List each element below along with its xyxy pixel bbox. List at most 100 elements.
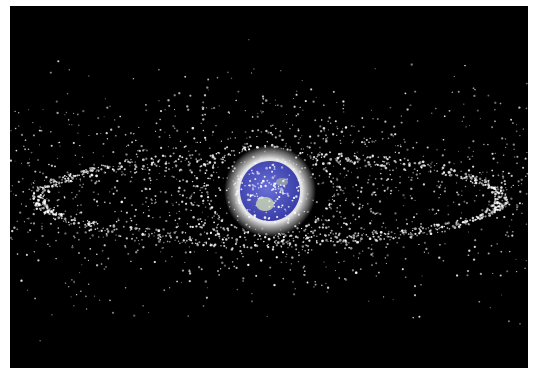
debris-dot xyxy=(55,239,57,242)
debris-dot xyxy=(371,220,373,222)
debris-dot xyxy=(275,242,277,244)
debris-dot xyxy=(399,159,402,162)
debris-dot xyxy=(500,250,503,253)
debris-dot xyxy=(386,235,389,238)
debris-dot xyxy=(196,160,199,163)
debris-dot xyxy=(61,179,63,181)
debris-dot xyxy=(374,68,376,70)
debris-dot xyxy=(319,243,322,246)
debris-dot xyxy=(399,230,401,233)
debris-dot xyxy=(410,187,413,191)
debris-dot xyxy=(402,163,404,165)
debris-dot xyxy=(519,190,522,193)
debris-dot xyxy=(175,201,178,204)
debris-dot xyxy=(380,168,382,170)
debris-dot xyxy=(383,165,385,167)
debris-dot xyxy=(272,236,276,239)
debris-dot xyxy=(303,229,306,232)
debris-dot xyxy=(13,226,16,229)
debris-dot xyxy=(242,228,244,230)
debris-dot xyxy=(248,215,251,219)
debris-dot xyxy=(220,245,222,247)
debris-dot xyxy=(152,159,154,161)
debris-dot xyxy=(472,87,475,90)
debris-dot xyxy=(501,200,503,202)
debris-dot xyxy=(49,222,52,225)
debris-dot xyxy=(251,300,253,303)
debris-dot xyxy=(246,193,250,196)
debris-dot xyxy=(117,168,120,171)
debris-dot xyxy=(206,86,209,89)
debris-dot xyxy=(241,182,243,184)
debris-dot xyxy=(168,234,172,237)
debris-dot xyxy=(353,255,355,257)
debris-dot xyxy=(448,110,451,112)
debris-dot xyxy=(386,179,388,181)
debris-dot xyxy=(159,110,163,113)
debris-dot xyxy=(202,199,205,203)
debris-dot xyxy=(332,233,334,235)
debris-dot xyxy=(506,270,509,273)
debris-dot xyxy=(177,158,180,161)
debris-dot xyxy=(498,192,501,194)
debris-dot xyxy=(148,312,150,314)
debris-dot xyxy=(414,227,417,231)
debris-dot xyxy=(200,220,203,223)
debris-dot xyxy=(55,100,58,103)
debris-dot xyxy=(237,197,240,199)
debris-dot xyxy=(52,178,55,181)
debris-dot xyxy=(337,234,340,237)
debris-dot xyxy=(314,283,317,286)
debris-dot xyxy=(152,161,155,164)
debris-dot xyxy=(250,72,253,74)
debris-dot xyxy=(188,280,191,283)
debris-dot xyxy=(461,120,463,123)
debris-dot xyxy=(382,222,385,224)
debris-dot xyxy=(56,199,59,202)
debris-dot xyxy=(189,162,191,165)
debris-dot xyxy=(253,211,255,213)
debris-dot xyxy=(332,241,334,243)
debris-dot xyxy=(106,228,109,231)
debris-dot xyxy=(503,196,507,200)
debris-dot xyxy=(227,71,229,74)
debris-dot xyxy=(321,215,324,217)
debris-dot xyxy=(474,89,476,91)
debris-dot xyxy=(343,222,345,225)
debris-dot xyxy=(195,225,198,228)
debris-dot xyxy=(109,105,111,108)
debris-dot xyxy=(441,168,443,170)
debris-dot xyxy=(284,208,286,211)
debris-dot xyxy=(187,161,190,163)
debris-dot xyxy=(374,212,377,215)
debris-dot xyxy=(189,169,192,172)
debris-dot xyxy=(242,145,244,147)
debris-dot xyxy=(469,176,472,179)
debris-dot xyxy=(75,178,78,180)
debris-dot xyxy=(493,186,495,188)
debris-dot xyxy=(343,167,346,170)
debris-dot xyxy=(282,235,285,239)
debris-dot xyxy=(515,130,518,133)
debris-dot xyxy=(47,190,51,193)
debris-dot xyxy=(287,194,290,197)
debris-dot xyxy=(156,178,158,180)
debris-dot xyxy=(515,204,518,207)
debris-dot xyxy=(280,184,282,186)
debris-dot xyxy=(505,146,507,148)
debris-dot xyxy=(479,189,481,191)
debris-dot xyxy=(525,82,528,85)
debris-dot xyxy=(390,133,393,136)
debris-dot xyxy=(169,214,171,217)
debris-dot xyxy=(269,275,271,277)
debris-dot xyxy=(295,115,298,117)
debris-dot xyxy=(273,221,276,224)
debris-dot xyxy=(371,244,373,246)
debris-dot xyxy=(274,99,276,101)
debris-dot xyxy=(275,127,277,130)
debris-dot xyxy=(204,219,207,221)
debris-dot xyxy=(306,281,309,284)
debris-dot xyxy=(467,169,471,172)
debris-dot xyxy=(206,199,209,202)
debris-dot xyxy=(217,223,219,225)
